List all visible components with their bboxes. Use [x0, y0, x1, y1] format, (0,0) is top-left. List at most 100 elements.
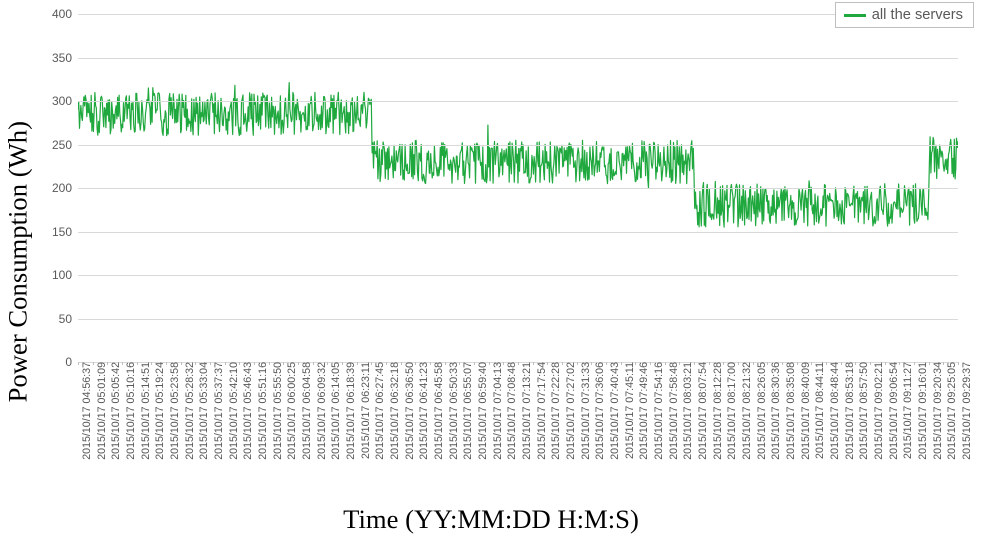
x-tick: [401, 362, 402, 365]
x-tick-label: 2015/10/17 04:56:37: [81, 362, 93, 460]
x-tick-label: 2015/10/17 07:40:43: [609, 362, 621, 460]
x-tick: [283, 362, 284, 365]
x-tick-label: 2015/10/17 07:08:48: [506, 362, 518, 460]
x-tick: [577, 362, 578, 365]
x-tick-label: 2015/10/17 06:23:11: [360, 362, 372, 459]
x-tick-label: 2015/10/17 06:55:07: [462, 362, 474, 460]
x-tick: [943, 362, 944, 365]
gridline: [78, 14, 958, 15]
x-tick-label: 2015/10/17 07:31:33: [580, 362, 592, 460]
gridline: [78, 319, 958, 320]
x-tick: [386, 362, 387, 365]
x-tick-label: 2015/10/17 05:33:04: [198, 362, 210, 460]
y-tick-label: 350: [52, 51, 78, 65]
x-tick-label: 2015/10/17 06:18:39: [345, 362, 357, 460]
x-tick: [533, 362, 534, 365]
x-tick: [723, 362, 724, 365]
x-tick-label: 2015/10/17 07:22:28: [550, 362, 562, 460]
x-tick: [93, 362, 94, 365]
x-tick-label: 2015/10/17 05:05:42: [110, 362, 122, 460]
x-tick: [591, 362, 592, 365]
y-tick-label: 400: [52, 7, 78, 21]
x-tick: [195, 362, 196, 365]
x-tick: [870, 362, 871, 365]
x-tick: [371, 362, 372, 365]
x-tick: [342, 362, 343, 365]
x-tick: [562, 362, 563, 365]
x-tick: [958, 362, 959, 365]
x-tick: [826, 362, 827, 365]
x-tick: [327, 362, 328, 365]
x-tick-label: 2015/10/17 05:55:50: [272, 362, 284, 460]
y-tick-label: 150: [52, 225, 78, 239]
x-tick-label: 2015/10/17 07:45:11: [624, 362, 636, 459]
x-tick: [547, 362, 548, 365]
gridline: [78, 145, 958, 146]
x-tick: [753, 362, 754, 365]
x-tick-label: 2015/10/17 06:36:50: [404, 362, 416, 460]
x-tick: [166, 362, 167, 365]
y-tick-label: 0: [65, 355, 78, 369]
x-tick-label: 2015/10/17 06:09:32: [316, 362, 328, 460]
gridline: [78, 275, 958, 276]
x-tick-label: 2015/10/17 08:26:05: [756, 362, 768, 460]
x-tick-label: 2015/10/17 09:25:05: [946, 362, 958, 460]
x-tick: [151, 362, 152, 365]
gridline: [78, 232, 958, 233]
x-tick-label: 2015/10/17 08:21:32: [741, 362, 753, 460]
gridline: [78, 101, 958, 102]
x-tick: [107, 362, 108, 365]
x-tick: [357, 362, 358, 365]
legend-swatch: [844, 14, 866, 17]
gridline: [78, 58, 958, 59]
x-tick: [899, 362, 900, 365]
x-tick: [797, 362, 798, 365]
x-tick: [621, 362, 622, 365]
x-tick: [181, 362, 182, 365]
x-tick: [225, 362, 226, 365]
x-tick-label: 2015/10/17 05:28:32: [184, 362, 196, 460]
x-tick: [635, 362, 636, 365]
y-tick-label: 300: [52, 94, 78, 108]
x-tick-label: 2015/10/17 08:53:18: [844, 362, 856, 460]
x-tick-label: 2015/10/17 09:20:34: [932, 362, 944, 460]
x-tick-label: 2015/10/17 09:16:01: [917, 362, 929, 460]
x-tick-label: 2015/10/17 08:40:09: [800, 362, 812, 460]
x-tick-label: 2015/10/17 05:42:10: [228, 362, 240, 460]
x-tick-label: 2015/10/17 09:06:54: [888, 362, 900, 460]
x-tick-label: 2015/10/17 05:46:43: [242, 362, 254, 460]
y-tick-label: 200: [52, 181, 78, 195]
x-tick-label: 2015/10/17 05:01:09: [96, 362, 108, 460]
x-tick-label: 2015/10/17 08:17:00: [726, 362, 738, 460]
x-tick: [137, 362, 138, 365]
x-tick: [430, 362, 431, 365]
x-tick-label: 2015/10/17 06:04:58: [301, 362, 313, 460]
x-tick-label: 2015/10/17 05:23:58: [169, 362, 181, 460]
x-tick-label: 2015/10/17 09:11:27: [902, 362, 914, 459]
x-tick-label: 2015/10/17 08:44:11: [814, 362, 826, 459]
x-tick-label: 2015/10/17 07:04:13: [492, 362, 504, 460]
x-tick-label: 2015/10/17 05:37:37: [213, 362, 225, 460]
x-tick: [489, 362, 490, 365]
x-tick-label: 2015/10/17 07:49:46: [638, 362, 650, 460]
x-tick-label: 2015/10/17 07:58:48: [668, 362, 680, 460]
x-tick-label: 2015/10/17 05:19:24: [154, 362, 166, 460]
y-tick-label: 50: [59, 312, 78, 326]
x-tick: [929, 362, 930, 365]
x-tick: [782, 362, 783, 365]
x-tick-label: 2015/10/17 08:03:21: [682, 362, 694, 460]
x-tick-label: 2015/10/17 09:29:37: [961, 362, 973, 460]
x-tick: [459, 362, 460, 365]
x-tick: [767, 362, 768, 365]
x-tick-label: 2015/10/17 08:57:50: [858, 362, 870, 460]
x-tick: [313, 362, 314, 365]
x-tick-label: 2015/10/17 08:48:44: [829, 362, 841, 460]
x-tick: [518, 362, 519, 365]
x-tick-label: 2015/10/17 06:59:40: [477, 362, 489, 460]
x-tick: [811, 362, 812, 365]
x-tick: [665, 362, 666, 365]
x-tick-label: 2015/10/17 05:10:16: [125, 362, 137, 460]
x-tick: [210, 362, 211, 365]
x-tick-label: 2015/10/17 08:07:54: [697, 362, 709, 460]
legend-label: all the servers: [872, 7, 963, 23]
